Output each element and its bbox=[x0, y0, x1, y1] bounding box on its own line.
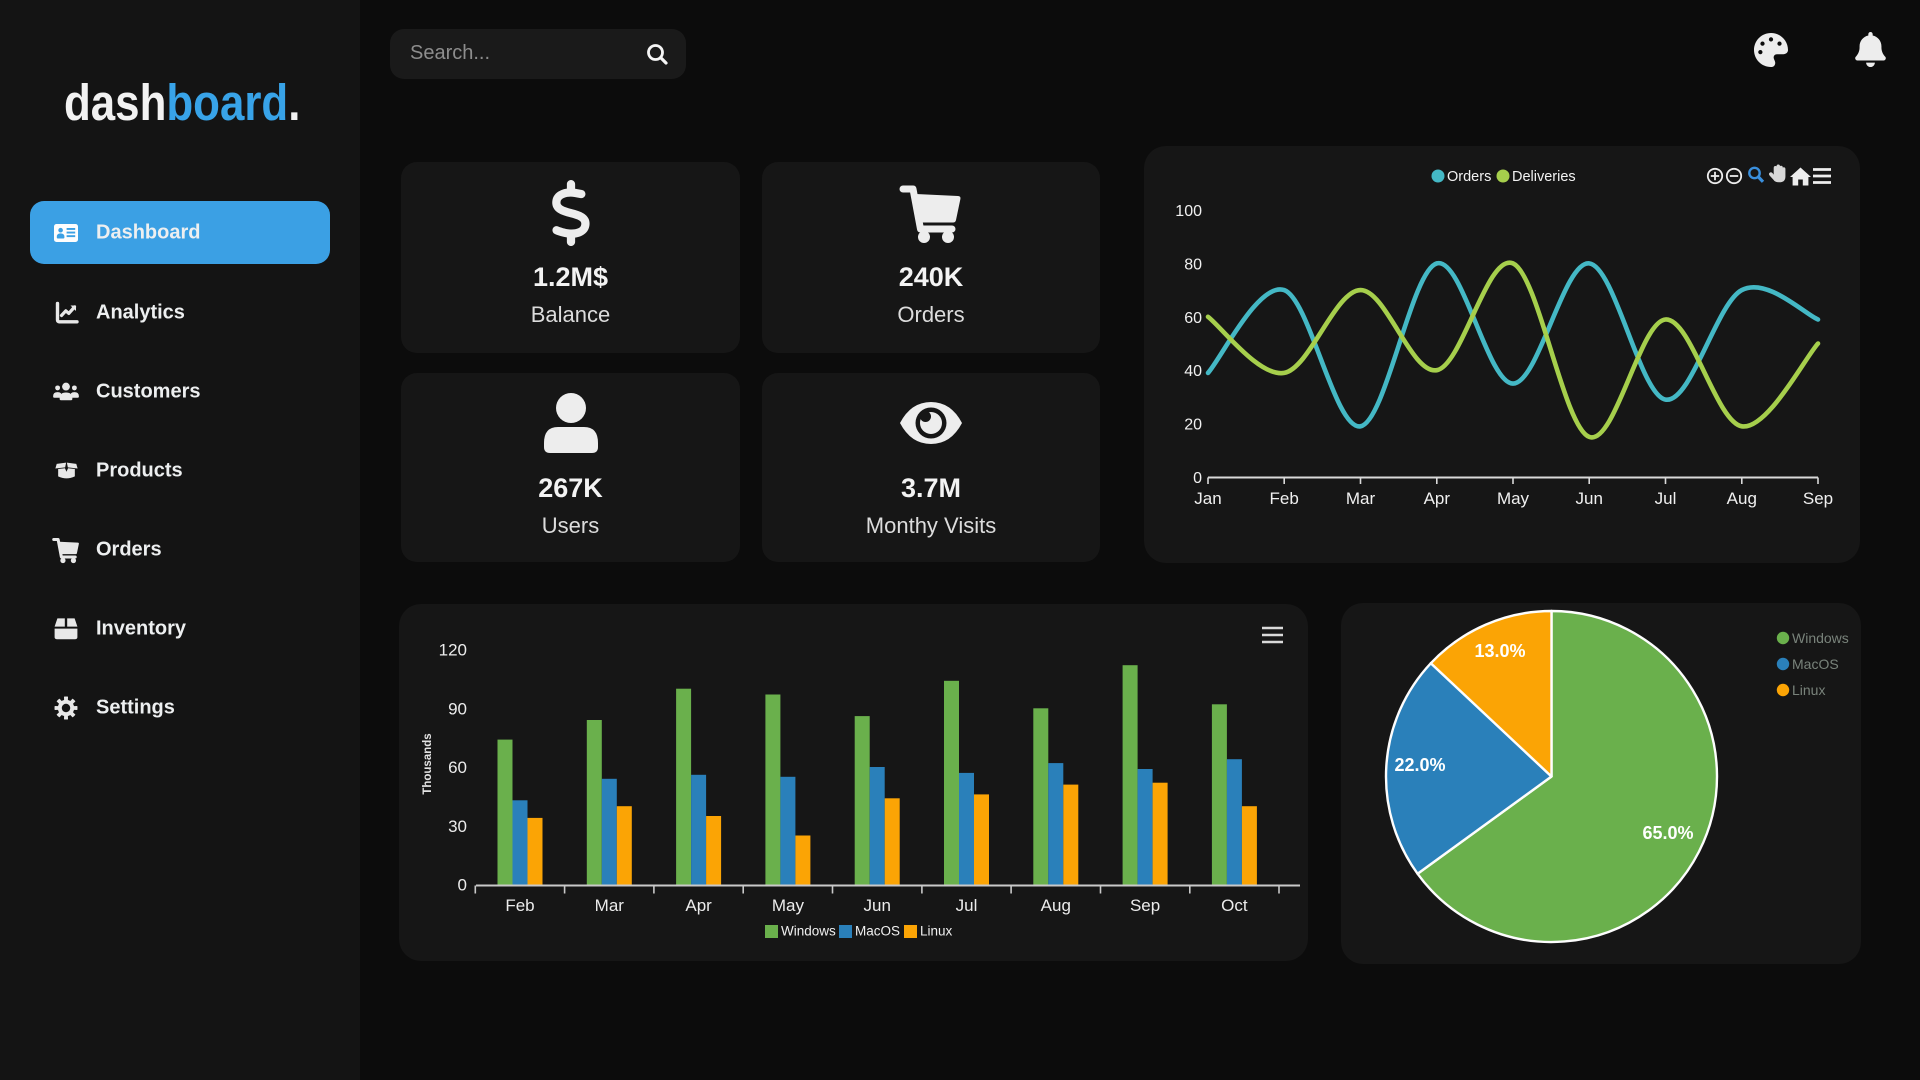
svg-text:May: May bbox=[1497, 489, 1530, 508]
svg-text:May: May bbox=[772, 896, 805, 915]
svg-text:80: 80 bbox=[1184, 256, 1202, 273]
svg-text:Sep: Sep bbox=[1130, 896, 1160, 915]
svg-text:13.0%: 13.0% bbox=[1474, 641, 1525, 661]
svg-text:65.0%: 65.0% bbox=[1642, 823, 1693, 843]
svg-text:Thousands: Thousands bbox=[422, 733, 434, 794]
svg-text:Deliveries: Deliveries bbox=[1512, 169, 1576, 185]
svg-text:Linux: Linux bbox=[1792, 682, 1825, 698]
svg-text:Jun: Jun bbox=[1575, 489, 1602, 508]
svg-text:40: 40 bbox=[1184, 363, 1202, 380]
svg-text:Apr: Apr bbox=[685, 896, 712, 915]
svg-text:0: 0 bbox=[1193, 470, 1202, 487]
svg-text:Jan: Jan bbox=[1194, 489, 1221, 508]
svg-text:22.0%: 22.0% bbox=[1394, 755, 1445, 775]
svg-text:Linux: Linux bbox=[920, 924, 953, 939]
svg-text:0: 0 bbox=[458, 876, 467, 895]
svg-text:Mar: Mar bbox=[1346, 489, 1376, 508]
svg-text:Windows: Windows bbox=[1792, 630, 1849, 646]
svg-text:MacOS: MacOS bbox=[855, 924, 900, 939]
svg-text:Aug: Aug bbox=[1041, 896, 1071, 915]
svg-text:Jul: Jul bbox=[1655, 489, 1677, 508]
svg-text:Jun: Jun bbox=[863, 896, 890, 915]
svg-text:Aug: Aug bbox=[1727, 489, 1757, 508]
svg-text:Mar: Mar bbox=[595, 896, 625, 915]
svg-text:Oct: Oct bbox=[1221, 896, 1248, 915]
svg-text:MacOS: MacOS bbox=[1792, 656, 1839, 672]
svg-text:30: 30 bbox=[448, 817, 467, 836]
svg-text:Feb: Feb bbox=[1270, 489, 1299, 508]
svg-text:Orders: Orders bbox=[1447, 169, 1491, 185]
svg-text:20: 20 bbox=[1184, 417, 1202, 434]
svg-text:60: 60 bbox=[448, 758, 467, 777]
svg-text:60: 60 bbox=[1184, 310, 1202, 327]
svg-text:Jul: Jul bbox=[956, 896, 978, 915]
svg-text:Apr: Apr bbox=[1424, 489, 1451, 508]
svg-text:120: 120 bbox=[439, 641, 467, 660]
svg-text:100: 100 bbox=[1175, 203, 1202, 220]
svg-text:Windows: Windows bbox=[781, 924, 836, 939]
svg-text:Feb: Feb bbox=[505, 896, 534, 915]
svg-text:90: 90 bbox=[448, 699, 467, 718]
svg-text:Sep: Sep bbox=[1803, 489, 1833, 508]
